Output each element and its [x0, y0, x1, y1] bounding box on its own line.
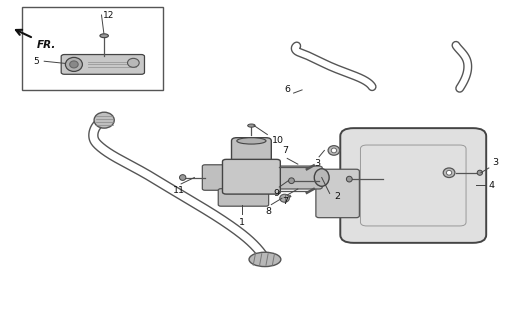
FancyBboxPatch shape: [361, 145, 466, 226]
Ellipse shape: [288, 178, 294, 184]
Ellipse shape: [248, 124, 255, 127]
Text: 3: 3: [493, 158, 498, 167]
Text: 9: 9: [273, 189, 280, 198]
FancyBboxPatch shape: [340, 128, 486, 243]
Text: 1: 1: [239, 218, 245, 227]
Ellipse shape: [346, 176, 352, 182]
Ellipse shape: [179, 175, 186, 180]
Text: 3: 3: [314, 159, 321, 168]
Ellipse shape: [443, 168, 455, 178]
Ellipse shape: [65, 57, 82, 71]
FancyBboxPatch shape: [202, 165, 231, 190]
Text: 12: 12: [103, 11, 114, 20]
FancyBboxPatch shape: [231, 138, 271, 165]
Bar: [22, 7, 163, 90]
Ellipse shape: [100, 34, 109, 38]
Text: 8: 8: [265, 206, 272, 215]
Text: 7: 7: [282, 197, 288, 206]
Text: 10: 10: [271, 136, 284, 145]
Text: 7: 7: [282, 146, 288, 155]
Text: 2: 2: [334, 192, 340, 201]
Ellipse shape: [314, 169, 329, 186]
Ellipse shape: [328, 146, 340, 155]
FancyBboxPatch shape: [273, 166, 322, 189]
Text: 5: 5: [33, 57, 39, 66]
Ellipse shape: [446, 170, 452, 175]
Text: 6: 6: [284, 85, 290, 94]
Ellipse shape: [128, 58, 139, 67]
Ellipse shape: [331, 148, 337, 153]
Ellipse shape: [94, 112, 114, 128]
FancyBboxPatch shape: [218, 189, 269, 206]
Ellipse shape: [70, 61, 78, 68]
FancyBboxPatch shape: [61, 54, 145, 74]
Ellipse shape: [237, 138, 266, 144]
Ellipse shape: [249, 252, 281, 267]
Ellipse shape: [280, 194, 289, 202]
FancyBboxPatch shape: [316, 169, 360, 218]
Text: 11: 11: [172, 186, 185, 195]
Text: FR.: FR.: [37, 40, 56, 50]
Ellipse shape: [477, 170, 483, 175]
FancyBboxPatch shape: [222, 159, 280, 194]
Text: 4: 4: [489, 181, 495, 190]
